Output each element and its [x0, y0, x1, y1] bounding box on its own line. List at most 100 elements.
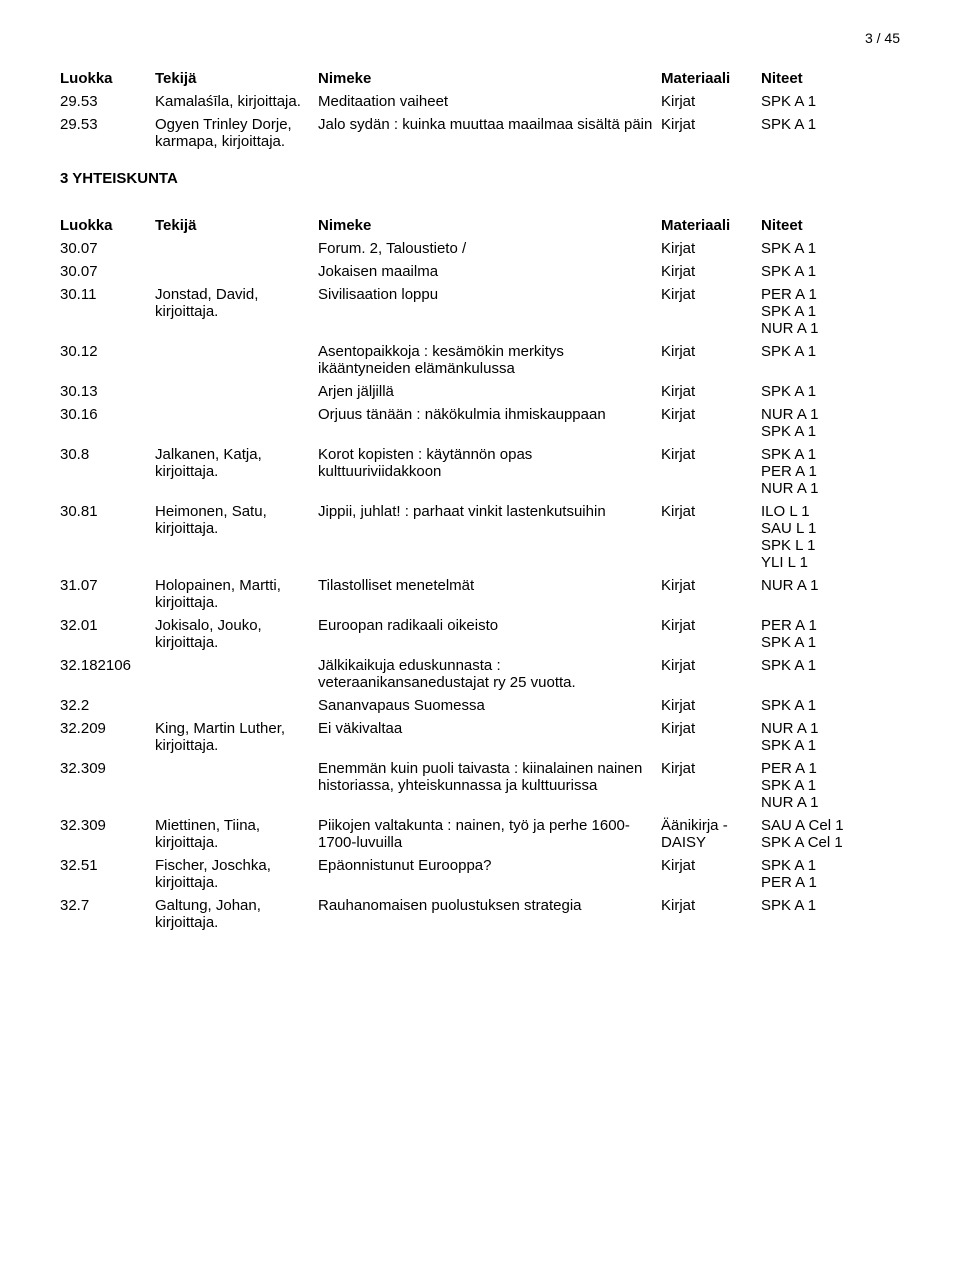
cell-luokka: 30.13: [60, 383, 155, 400]
cell-materiaali: Kirjat: [661, 857, 761, 874]
col-header-nimeke: Nimeke: [318, 217, 661, 234]
cell-materiaali: Kirjat: [661, 720, 761, 737]
col-header-tekija: Tekijä: [155, 217, 318, 234]
cell-nimeke: Arjen jäljillä: [318, 383, 661, 400]
cell-materiaali: Kirjat: [661, 617, 761, 634]
cell-niteet: SPK A 1: [761, 897, 900, 914]
cell-niteet: PER A 1SPK A 1NUR A 1: [761, 760, 900, 811]
niteet-line: SPK A 1: [761, 263, 900, 280]
niteet-line: SPK A 1: [761, 240, 900, 257]
table-row: 30.16Orjuus tänään : näkökulmia ihmiskau…: [60, 406, 900, 440]
niteet-line: SPK A 1: [761, 446, 900, 463]
cell-luokka: 29.53: [60, 116, 155, 133]
table-row: 32.51Fischer, Joschka, kirjoittaja.Epäon…: [60, 857, 900, 891]
cell-niteet: ILO L 1SAU L 1SPK L 1YLI L 1: [761, 503, 900, 571]
section1-body: 29.53Kamalaśīla, kirjoittaja.Meditaation…: [60, 93, 900, 150]
cell-niteet: NUR A 1SPK A 1: [761, 720, 900, 754]
niteet-line: SAU A Cel 1: [761, 817, 900, 834]
niteet-line: SPK A 1: [761, 697, 900, 714]
table-row: 32.2Sananvapaus SuomessaKirjatSPK A 1: [60, 697, 900, 714]
cell-tekija: Galtung, Johan, kirjoittaja.: [155, 897, 318, 931]
niteet-line: SPK A 1: [761, 116, 900, 133]
col-header-materiaali: Materiaali: [661, 217, 761, 234]
niteet-line: PER A 1: [761, 617, 900, 634]
cell-tekija: King, Martin Luther, kirjoittaja.: [155, 720, 318, 754]
cell-materiaali: Kirjat: [661, 343, 761, 360]
cell-tekija: Heimonen, Satu, kirjoittaja.: [155, 503, 318, 537]
cell-materiaali: Äänikirja - DAISY: [661, 817, 761, 851]
cell-materiaali: Kirjat: [661, 383, 761, 400]
cell-nimeke: Jälkikaikuja eduskunnasta : veteraanikan…: [318, 657, 661, 691]
cell-tekija: Fischer, Joschka, kirjoittaja.: [155, 857, 318, 891]
cell-materiaali: Kirjat: [661, 577, 761, 594]
niteet-line: NUR A 1: [761, 720, 900, 737]
niteet-line: SPK A 1: [761, 343, 900, 360]
cell-materiaali: Kirjat: [661, 657, 761, 674]
cell-tekija: Jalkanen, Katja, kirjoittaja.: [155, 446, 318, 480]
niteet-line: NUR A 1: [761, 794, 900, 811]
cell-nimeke: Enemmän kuin puoli taivasta : kiinalaine…: [318, 760, 661, 794]
table-row: 32.309Enemmän kuin puoli taivasta : kiin…: [60, 760, 900, 811]
niteet-line: SPK A Cel 1: [761, 834, 900, 851]
cell-niteet: SPK A 1PER A 1: [761, 857, 900, 891]
cell-niteet: SAU A Cel 1SPK A Cel 1: [761, 817, 900, 851]
cell-luokka: 32.182106: [60, 657, 155, 674]
niteet-line: SPK A 1: [761, 777, 900, 794]
cell-niteet: PER A 1SPK A 1: [761, 617, 900, 651]
niteet-line: NUR A 1: [761, 406, 900, 423]
cell-niteet: NUR A 1: [761, 577, 900, 594]
table-row: 29.53Ogyen Trinley Dorje, karmapa, kirjo…: [60, 116, 900, 150]
cell-materiaali: Kirjat: [661, 406, 761, 423]
niteet-line: SPK A 1: [761, 303, 900, 320]
niteet-line: PER A 1: [761, 760, 900, 777]
cell-niteet: SPK A 1: [761, 116, 900, 133]
table-row: 30.07Jokaisen maailmaKirjatSPK A 1: [60, 263, 900, 280]
cell-luokka: 32.51: [60, 857, 155, 874]
table-row: 32.182106 Jälkikaikuja eduskunnasta : vet…: [60, 657, 900, 691]
cell-niteet: NUR A 1SPK A 1: [761, 406, 900, 440]
table-row: 32.01Jokisalo, Jouko, kirjoittaja.Euroop…: [60, 617, 900, 651]
cell-tekija: Kamalaśīla, kirjoittaja.: [155, 93, 318, 110]
niteet-line: SPK A 1: [761, 383, 900, 400]
cell-materiaali: Kirjat: [661, 286, 761, 303]
col-header-luokka: Luokka: [60, 217, 155, 234]
cell-luokka: 32.309: [60, 817, 155, 834]
cell-nimeke: Jippii, juhlat! : parhaat vinkit lastenk…: [318, 503, 661, 520]
cell-materiaali: Kirjat: [661, 446, 761, 463]
cell-tekija: Jokisalo, Jouko, kirjoittaja.: [155, 617, 318, 651]
niteet-line: SAU L 1: [761, 520, 900, 537]
niteet-line: YLI L 1: [761, 554, 900, 571]
cell-nimeke: Ei väkivaltaa: [318, 720, 661, 737]
cell-luokka: 30.8: [60, 446, 155, 463]
cell-materiaali: Kirjat: [661, 697, 761, 714]
cell-luokka: 32.209: [60, 720, 155, 737]
cell-niteet: SPK A 1: [761, 657, 900, 674]
cell-nimeke: Korot kopisten : käytännön opas kulttuur…: [318, 446, 661, 480]
table-row: 31.07Holopainen, Martti, kirjoittaja.Til…: [60, 577, 900, 611]
cell-tekija: Jonstad, David, kirjoittaja.: [155, 286, 318, 320]
cell-tekija: Holopainen, Martti, kirjoittaja.: [155, 577, 318, 611]
cell-luokka: 32.01: [60, 617, 155, 634]
niteet-line: NUR A 1: [761, 320, 900, 337]
cell-materiaali: Kirjat: [661, 116, 761, 133]
cell-luokka: 30.07: [60, 240, 155, 257]
cell-luokka: 32.7: [60, 897, 155, 914]
cell-nimeke: Tilastolliset menetelmät: [318, 577, 661, 594]
niteet-line: SPK A 1: [761, 857, 900, 874]
cell-nimeke: Euroopan radikaali oikeisto: [318, 617, 661, 634]
cell-materiaali: Kirjat: [661, 897, 761, 914]
section2-body: 30.07Forum. 2, Taloustieto /KirjatSPK A …: [60, 240, 900, 931]
cell-niteet: SPK A 1: [761, 383, 900, 400]
page-number: 3 / 45: [865, 30, 900, 46]
cell-nimeke: Jokaisen maailma: [318, 263, 661, 280]
cell-nimeke: Jalo sydän : kuinka muuttaa maailmaa sis…: [318, 116, 661, 133]
table-row: 30.11Jonstad, David, kirjoittaja.Sivilis…: [60, 286, 900, 337]
cell-nimeke: Meditaation vaiheet: [318, 93, 661, 110]
cell-luokka: 30.81: [60, 503, 155, 520]
table-row: 29.53Kamalaśīla, kirjoittaja.Meditaation…: [60, 93, 900, 110]
niteet-line: SPK L 1: [761, 537, 900, 554]
cell-luokka: 30.07: [60, 263, 155, 280]
col-header-tekija: Tekijä: [155, 70, 318, 87]
cell-nimeke: Sivilisaation loppu: [318, 286, 661, 303]
niteet-line: ILO L 1: [761, 503, 900, 520]
